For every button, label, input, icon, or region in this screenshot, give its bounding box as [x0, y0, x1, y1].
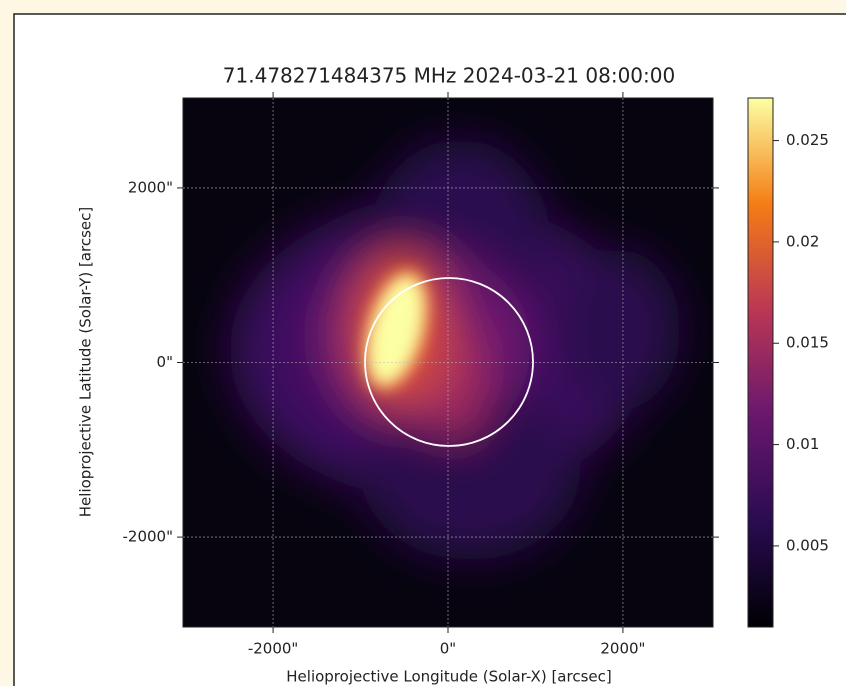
- x-tick-label: 0": [440, 640, 456, 658]
- colorbar: [747, 97, 774, 628]
- colorbar-tick-label: 0.02: [786, 232, 819, 250]
- colorbar-tick-label: 0.015: [786, 334, 829, 352]
- y-tick-label: 0": [157, 353, 173, 371]
- solar-limb: [364, 277, 534, 447]
- x-tick-label: -2000": [248, 640, 299, 658]
- y-axis-label: Helioprojective Latitude (Solar-Y) [arcs…: [77, 207, 95, 517]
- colorbar-tick-label: 0.01: [786, 435, 819, 453]
- colorbar-tick-label: 0.005: [786, 536, 829, 554]
- x-tick-label: 2000": [600, 640, 645, 658]
- y-tick-label: 2000": [128, 178, 173, 196]
- x-axis-label: Helioprojective Longitude (Solar-X) [arc…: [286, 668, 611, 686]
- colorbar-tick-label: 0.025: [786, 131, 829, 149]
- y-tick-label: -2000": [123, 528, 174, 546]
- chart-title: 71.478271484375 MHz 2024-03-21 08:00:00: [223, 64, 675, 88]
